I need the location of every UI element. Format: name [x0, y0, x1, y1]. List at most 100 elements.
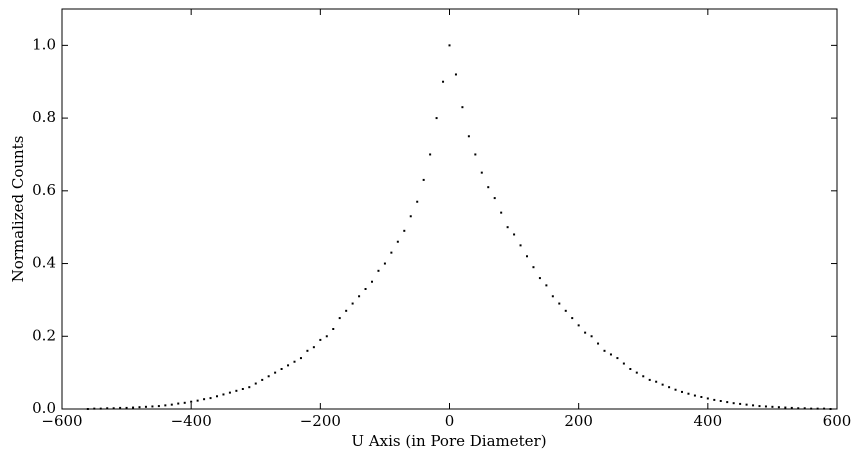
x-tick-label: 0: [445, 412, 455, 430]
point: [758, 405, 761, 408]
point: [732, 402, 735, 405]
point: [358, 295, 361, 298]
x-tick-label: −200: [300, 412, 341, 430]
point: [435, 117, 438, 120]
point: [254, 382, 257, 385]
point: [635, 371, 638, 374]
point: [319, 338, 322, 341]
point: [241, 388, 244, 390]
point: [564, 309, 567, 312]
point: [106, 407, 109, 410]
point: [403, 229, 406, 232]
plot-frame: [61, 8, 838, 410]
point: [332, 328, 335, 330]
point: [629, 368, 632, 370]
point: [829, 408, 832, 410]
point: [157, 405, 160, 408]
point: [681, 390, 683, 393]
point: [364, 288, 367, 290]
point: [86, 408, 89, 410]
point: [144, 405, 147, 408]
y-tick-label: 0.2: [32, 326, 56, 344]
point: [726, 401, 729, 404]
point: [616, 357, 619, 360]
y-tick-label: 1.0: [32, 35, 56, 53]
point: [132, 406, 135, 409]
y-tick-label: 0.6: [32, 181, 56, 199]
point: [700, 396, 703, 398]
point: [248, 386, 251, 389]
point: [261, 378, 264, 381]
point: [597, 342, 600, 345]
point: [493, 197, 496, 200]
y-tick-label: 0.8: [32, 108, 56, 126]
point: [655, 380, 658, 383]
point: [603, 349, 606, 352]
point: [112, 407, 115, 410]
point: [345, 309, 348, 312]
point: [461, 106, 464, 109]
point: [351, 302, 354, 305]
point: [571, 317, 574, 320]
point: [177, 402, 180, 405]
point: [429, 153, 432, 156]
point: [196, 399, 199, 402]
point: [474, 153, 477, 156]
point: [545, 284, 548, 287]
point: [519, 244, 522, 247]
point: [693, 394, 696, 397]
x-tick-label: 600: [823, 412, 852, 430]
point: [823, 407, 826, 410]
point: [500, 211, 503, 214]
point: [487, 186, 490, 189]
point: [312, 346, 315, 349]
point: [299, 357, 302, 360]
point: [151, 405, 154, 408]
point: [538, 277, 541, 280]
point: [739, 402, 742, 405]
point: [590, 335, 593, 338]
point: [287, 364, 290, 367]
point: [274, 371, 277, 374]
point: [506, 226, 509, 229]
point: [784, 406, 787, 409]
point: [377, 269, 380, 272]
point: [267, 375, 270, 378]
point: [409, 215, 412, 218]
point: [280, 368, 283, 370]
point: [422, 178, 425, 181]
point: [203, 398, 206, 401]
point: [396, 240, 399, 243]
point: [771, 405, 774, 408]
point: [609, 353, 612, 356]
point: [228, 391, 231, 394]
point: [577, 324, 580, 327]
point: [293, 360, 296, 363]
point: [803, 407, 806, 410]
point: [713, 398, 716, 401]
point: [532, 266, 535, 269]
point: [170, 403, 173, 406]
point: [235, 389, 238, 392]
x-tick-label: 200: [564, 412, 593, 430]
point: [454, 73, 457, 76]
point: [816, 407, 819, 410]
point: [467, 135, 470, 138]
point: [764, 405, 767, 408]
point: [99, 407, 102, 410]
point: [480, 171, 483, 174]
point: [383, 262, 386, 265]
point: [797, 407, 800, 410]
point: [558, 302, 561, 305]
point: [306, 349, 309, 352]
point: [513, 233, 516, 236]
point: [674, 388, 677, 391]
point: [416, 200, 419, 203]
point: [442, 80, 445, 83]
point: [551, 295, 554, 298]
x-tick-label: −600: [41, 412, 82, 430]
point: [584, 331, 587, 334]
point: [338, 317, 341, 320]
point: [668, 386, 671, 389]
